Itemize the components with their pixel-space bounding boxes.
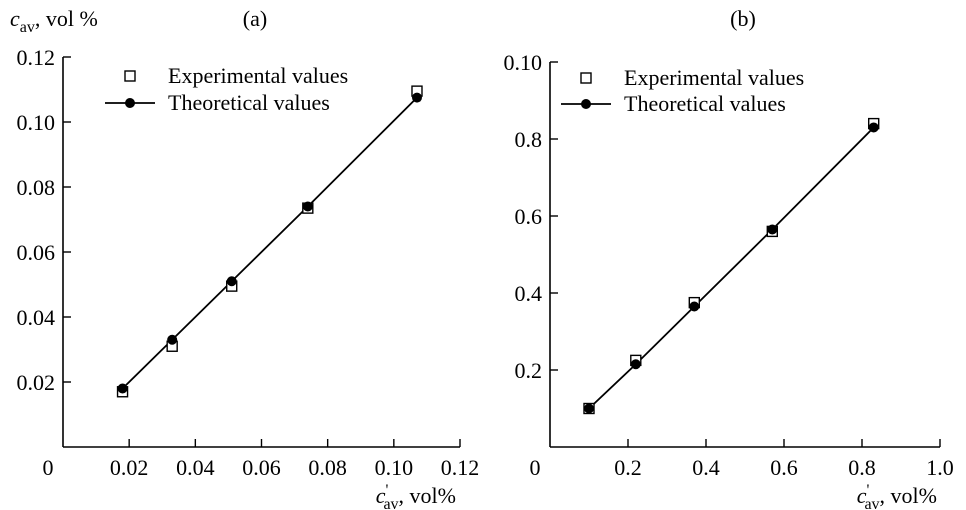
y-tick-label: 0.8 (515, 127, 543, 152)
y-tick-label: 0.6 (515, 204, 543, 229)
y-tick-label: 0.2 (515, 358, 543, 383)
panel-label: (a) (243, 6, 267, 31)
x-tick-label: 0.02 (110, 455, 149, 480)
y-axis-label-var: c (10, 6, 20, 31)
x-tick-label: 0.04 (176, 455, 215, 480)
theoretical-point (117, 383, 128, 394)
theoretical-point (167, 334, 178, 345)
legend-experimental-marker (580, 72, 592, 84)
y-tick-label: 0.4 (515, 281, 543, 306)
y-axis-label-rest: , vol % (35, 6, 98, 31)
x-tick-label: 0.8 (848, 455, 876, 480)
x-axis-label-prime: ' (386, 482, 389, 499)
y-tick-label: 0.02 (17, 370, 56, 395)
panel-label: (b) (730, 6, 756, 31)
theoretical-point (226, 276, 237, 287)
y-tick-label: 0.10 (504, 50, 543, 75)
theoretical-point (767, 224, 778, 235)
y-axis-label: cav, vol % (10, 6, 98, 36)
x-tick-label: 0 (530, 455, 541, 480)
legend-theoretical-label: Theoretical values (624, 91, 786, 116)
x-tick-label: 0.12 (441, 455, 480, 480)
x-axis-label-sub: av (864, 496, 879, 510)
x-axis-label-prime: ' (867, 482, 870, 499)
x-axis-label-rest: , vol% (399, 483, 456, 508)
x-axis-label-sub: av (383, 496, 398, 510)
theoretical-point (630, 359, 641, 370)
x-tick-label: 0.2 (614, 455, 642, 480)
theoretical-point (584, 403, 594, 414)
y-tick-label: 0.06 (17, 240, 56, 265)
theoretical-point (411, 92, 422, 103)
x-axis-label-var: c (857, 483, 867, 508)
x-tick-label: 0.6 (770, 455, 798, 480)
x-tick-label: 0 (43, 455, 54, 480)
x-axis-label-var: c (376, 483, 386, 508)
legend-experimental-label: Experimental values (168, 63, 348, 88)
legend-theoretical-marker (581, 99, 591, 109)
y-tick-label: 0.04 (17, 305, 56, 330)
x-axis-label: c' av, vol% (857, 482, 937, 510)
x-axis-label-rest: , vol% (880, 483, 937, 508)
legend-theoretical-label: Theoretical values (168, 90, 330, 115)
panel-a: 0 0.02 0.04 0.06 0.08 0.10 0.12 0.02 0.04 0.06 0.0… (10, 6, 479, 510)
panel-b: 0 0.2 0.4 0.6 0.8 1.0 0.2 0.4 0.6 0.8 0.10 (b) c' av,… (504, 6, 954, 510)
x-tick-label: 0.06 (242, 455, 281, 480)
legend-experimental-label: Experimental values (624, 65, 804, 90)
x-tick-label: 0.10 (375, 455, 414, 480)
theoretical-point (302, 201, 313, 212)
y-axis-label-sub: av (20, 19, 35, 36)
legend-experimental-marker (124, 70, 136, 82)
x-tick-label: 0.4 (692, 455, 720, 480)
legend-theoretical-marker (125, 98, 135, 108)
x-axis-label: c' av, vol% (376, 482, 456, 510)
y-tick-label: 0.08 (17, 175, 56, 200)
theoretical-point (868, 122, 879, 133)
x-tick-label: 1.0 (926, 455, 954, 480)
y-tick-label: 0.12 (17, 45, 56, 70)
y-tick-label: 0.10 (17, 110, 56, 135)
x-tick-label: 0.08 (308, 455, 347, 480)
theoretical-point (689, 301, 700, 312)
